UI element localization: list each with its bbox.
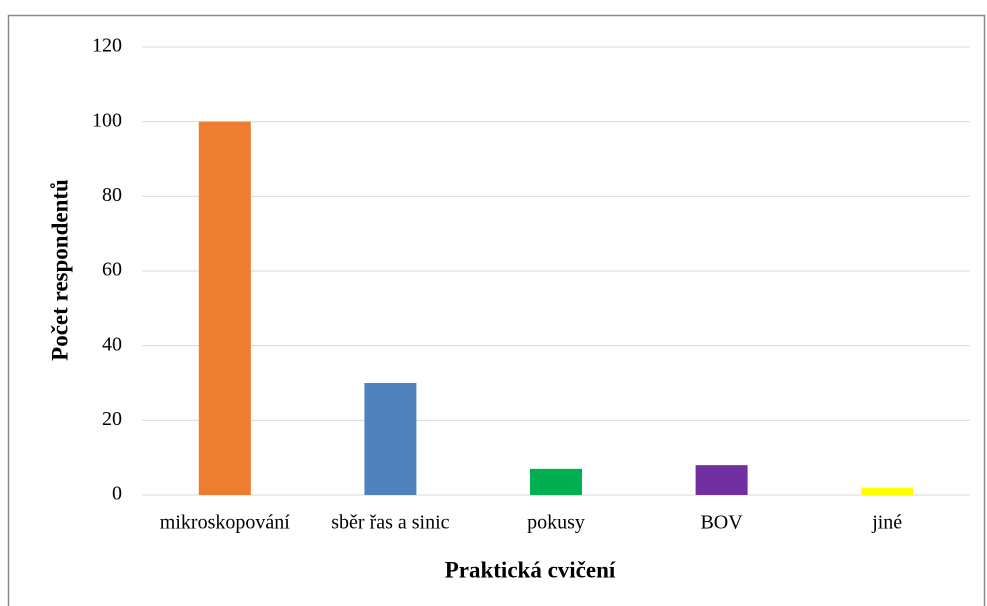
bar	[198, 121, 251, 496]
x-tick-label: sběr řas a sinic	[331, 512, 449, 534]
bar	[861, 487, 914, 495]
y-tick-label: 100	[92, 109, 122, 131]
x-tick-label: BOV	[700, 512, 743, 534]
x-tick-label: jiné	[871, 512, 902, 534]
y-tick-label: 40	[102, 333, 122, 355]
x-tick-label: pokusy	[527, 512, 585, 534]
y-tick-label: 20	[102, 408, 122, 430]
x-axis-title: Praktická cvičení	[445, 557, 616, 582]
bar	[695, 465, 748, 495]
chart-border	[7, 14, 986, 606]
bar	[364, 383, 417, 495]
bar	[530, 468, 582, 495]
y-tick-label: 60	[102, 259, 122, 281]
x-tick-label: mikroskopování	[160, 512, 290, 534]
y-tick-label: 80	[102, 184, 122, 206]
y-tick-label: 120	[92, 35, 122, 57]
y-axis-title: Počet respondentů	[47, 179, 72, 361]
y-tick-label: 0	[112, 483, 122, 505]
